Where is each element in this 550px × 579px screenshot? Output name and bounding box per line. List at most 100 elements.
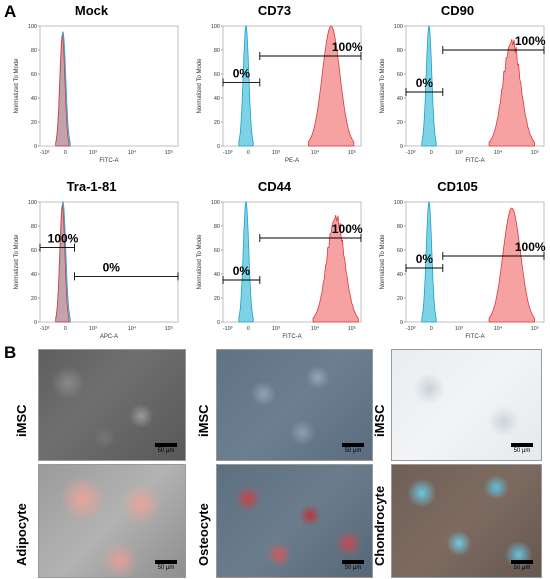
stained-histogram	[308, 25, 355, 147]
micrograph-adipocyte: 50 μm	[38, 464, 186, 578]
x-tick-label: 0	[247, 150, 250, 156]
x-tick-label: 10⁵	[531, 149, 539, 156]
gate-percent-label: 0%	[233, 264, 251, 278]
histogram-cd90: CD90 0 20 40 60 80 100 -10³ 0 10³ 10⁴ 10⁵ Normalize…	[366, 3, 549, 166]
x-tick-label: 10⁵	[165, 325, 173, 332]
control-histogram	[238, 200, 254, 323]
stained-histogram	[55, 204, 70, 323]
x-tick-label: 10³	[89, 326, 97, 332]
plot-frame	[405, 25, 545, 147]
y-tick-label: 80	[31, 224, 37, 230]
y-tick-label: 100	[28, 24, 37, 30]
y-tick-label: 100	[28, 200, 37, 206]
gate-percent-label: 0%	[233, 66, 251, 80]
row-label: iMSC	[196, 404, 211, 438]
y-tick-label: 40	[397, 96, 403, 102]
control-histogram	[421, 200, 437, 323]
y-tick-label: 60	[214, 248, 220, 254]
y-tick-label: 20	[31, 120, 37, 126]
gate-percent-label: 0%	[416, 252, 434, 266]
y-tick-label: 40	[397, 272, 403, 278]
y-tick-label: 40	[31, 96, 37, 102]
y-tick-label: 0	[217, 144, 220, 150]
histogram-mock: Mock 0 20 40 60 80 100 -10³ 0 10³ 10⁴ 10⁵ Normalize…	[0, 3, 183, 166]
gate-percent-label: 100%	[48, 232, 79, 246]
y-tick-label: 20	[214, 296, 220, 302]
x-tick-label: -10³	[40, 326, 50, 332]
x-tick-label: 10⁴	[494, 325, 503, 332]
x-axis-label: FITC-A	[465, 158, 484, 164]
gate-percent-label: 0%	[103, 260, 121, 274]
histogram-title: Mock	[74, 3, 109, 18]
y-tick-label: 100	[394, 24, 403, 30]
histogram-title: CD73	[257, 3, 292, 18]
y-tick-label: 60	[31, 248, 37, 254]
stained-histogram	[488, 39, 535, 147]
plot-frame	[222, 201, 362, 323]
y-tick-label: 60	[31, 72, 37, 78]
panel-b-letter: B	[4, 343, 17, 362]
x-axis-label: FITC-A	[99, 158, 118, 164]
x-axis-label: PE-A	[285, 158, 299, 164]
plot-frame	[405, 201, 545, 323]
y-tick-label: 60	[397, 248, 403, 254]
micrograph-osteocyte: 50 μm	[216, 464, 373, 578]
row-label: Chondrocyte	[372, 485, 387, 566]
histogram-tra-1-81: Tra-1-81 0 20 40 60 80 100 -10³ 0 10³ 10⁴ 10⁵ Norma…	[0, 179, 183, 342]
x-tick-label: 10⁵	[165, 149, 173, 156]
x-tick-label: -10³	[223, 326, 233, 332]
y-tick-label: 80	[31, 48, 37, 54]
y-axis-label: Normalized To Mode	[380, 234, 386, 290]
y-tick-label: 80	[397, 48, 403, 54]
x-tick-label: 10³	[89, 150, 97, 156]
gate-percent-label: 100%	[332, 40, 363, 54]
gate-percent-label: 100%	[332, 222, 363, 236]
y-tick-label: 0	[400, 144, 403, 150]
x-tick-label: -10³	[40, 150, 50, 156]
histogram-title: Tra-1-81	[66, 179, 117, 194]
control-histogram	[238, 24, 254, 147]
y-tick-label: 100	[211, 200, 220, 206]
x-tick-label: 10⁴	[311, 149, 320, 156]
y-tick-label: 40	[214, 272, 220, 278]
x-tick-label: 0	[64, 326, 67, 332]
x-tick-label: 10³	[455, 326, 463, 332]
y-tick-label: 80	[214, 224, 220, 230]
x-tick-label: 10⁴	[494, 149, 503, 156]
control-histogram	[421, 24, 437, 147]
x-tick-label: 0	[64, 150, 67, 156]
histogram-title: CD105	[437, 179, 478, 194]
x-tick-label: 10³	[455, 150, 463, 156]
x-axis-label: FITC-A	[282, 334, 301, 340]
stained-histogram	[488, 207, 535, 323]
histogram-cd44: CD44 0 20 40 60 80 100 -10³ 0 10³ 10⁴ 10⁵ Normalize…	[183, 179, 366, 342]
scale-bar: 50 μm	[342, 560, 364, 571]
x-tick-label: 10⁵	[348, 149, 356, 156]
stained-histogram	[55, 34, 70, 147]
x-tick-label: 10⁵	[348, 325, 356, 332]
x-tick-label: 0	[247, 326, 250, 332]
y-tick-label: 0	[400, 320, 403, 326]
x-tick-label: 10³	[272, 150, 280, 156]
micrograph-imsc-2: 50 μm	[216, 349, 373, 461]
gate-percent-label: 100%	[515, 240, 546, 254]
y-tick-label: 100	[211, 24, 220, 30]
row-label: Adipocyte	[14, 503, 29, 566]
y-tick-label: 40	[31, 272, 37, 278]
micrograph-imsc-1: 50 μm	[38, 349, 186, 461]
y-axis-label: Normalized To Mode	[14, 234, 20, 290]
histogram-title: CD44	[257, 179, 292, 194]
row-label: iMSC	[14, 404, 29, 438]
y-tick-label: 0	[34, 144, 37, 150]
y-tick-label: 60	[397, 72, 403, 78]
x-tick-label: -10³	[406, 326, 416, 332]
y-tick-label: 20	[397, 120, 403, 126]
x-tick-label: -10³	[223, 150, 233, 156]
y-tick-label: 20	[31, 296, 37, 302]
histogram-cd73: CD73 0 20 40 60 80 100 -10³ 0 10³ 10⁴ 10⁵ Normalize…	[183, 3, 366, 166]
